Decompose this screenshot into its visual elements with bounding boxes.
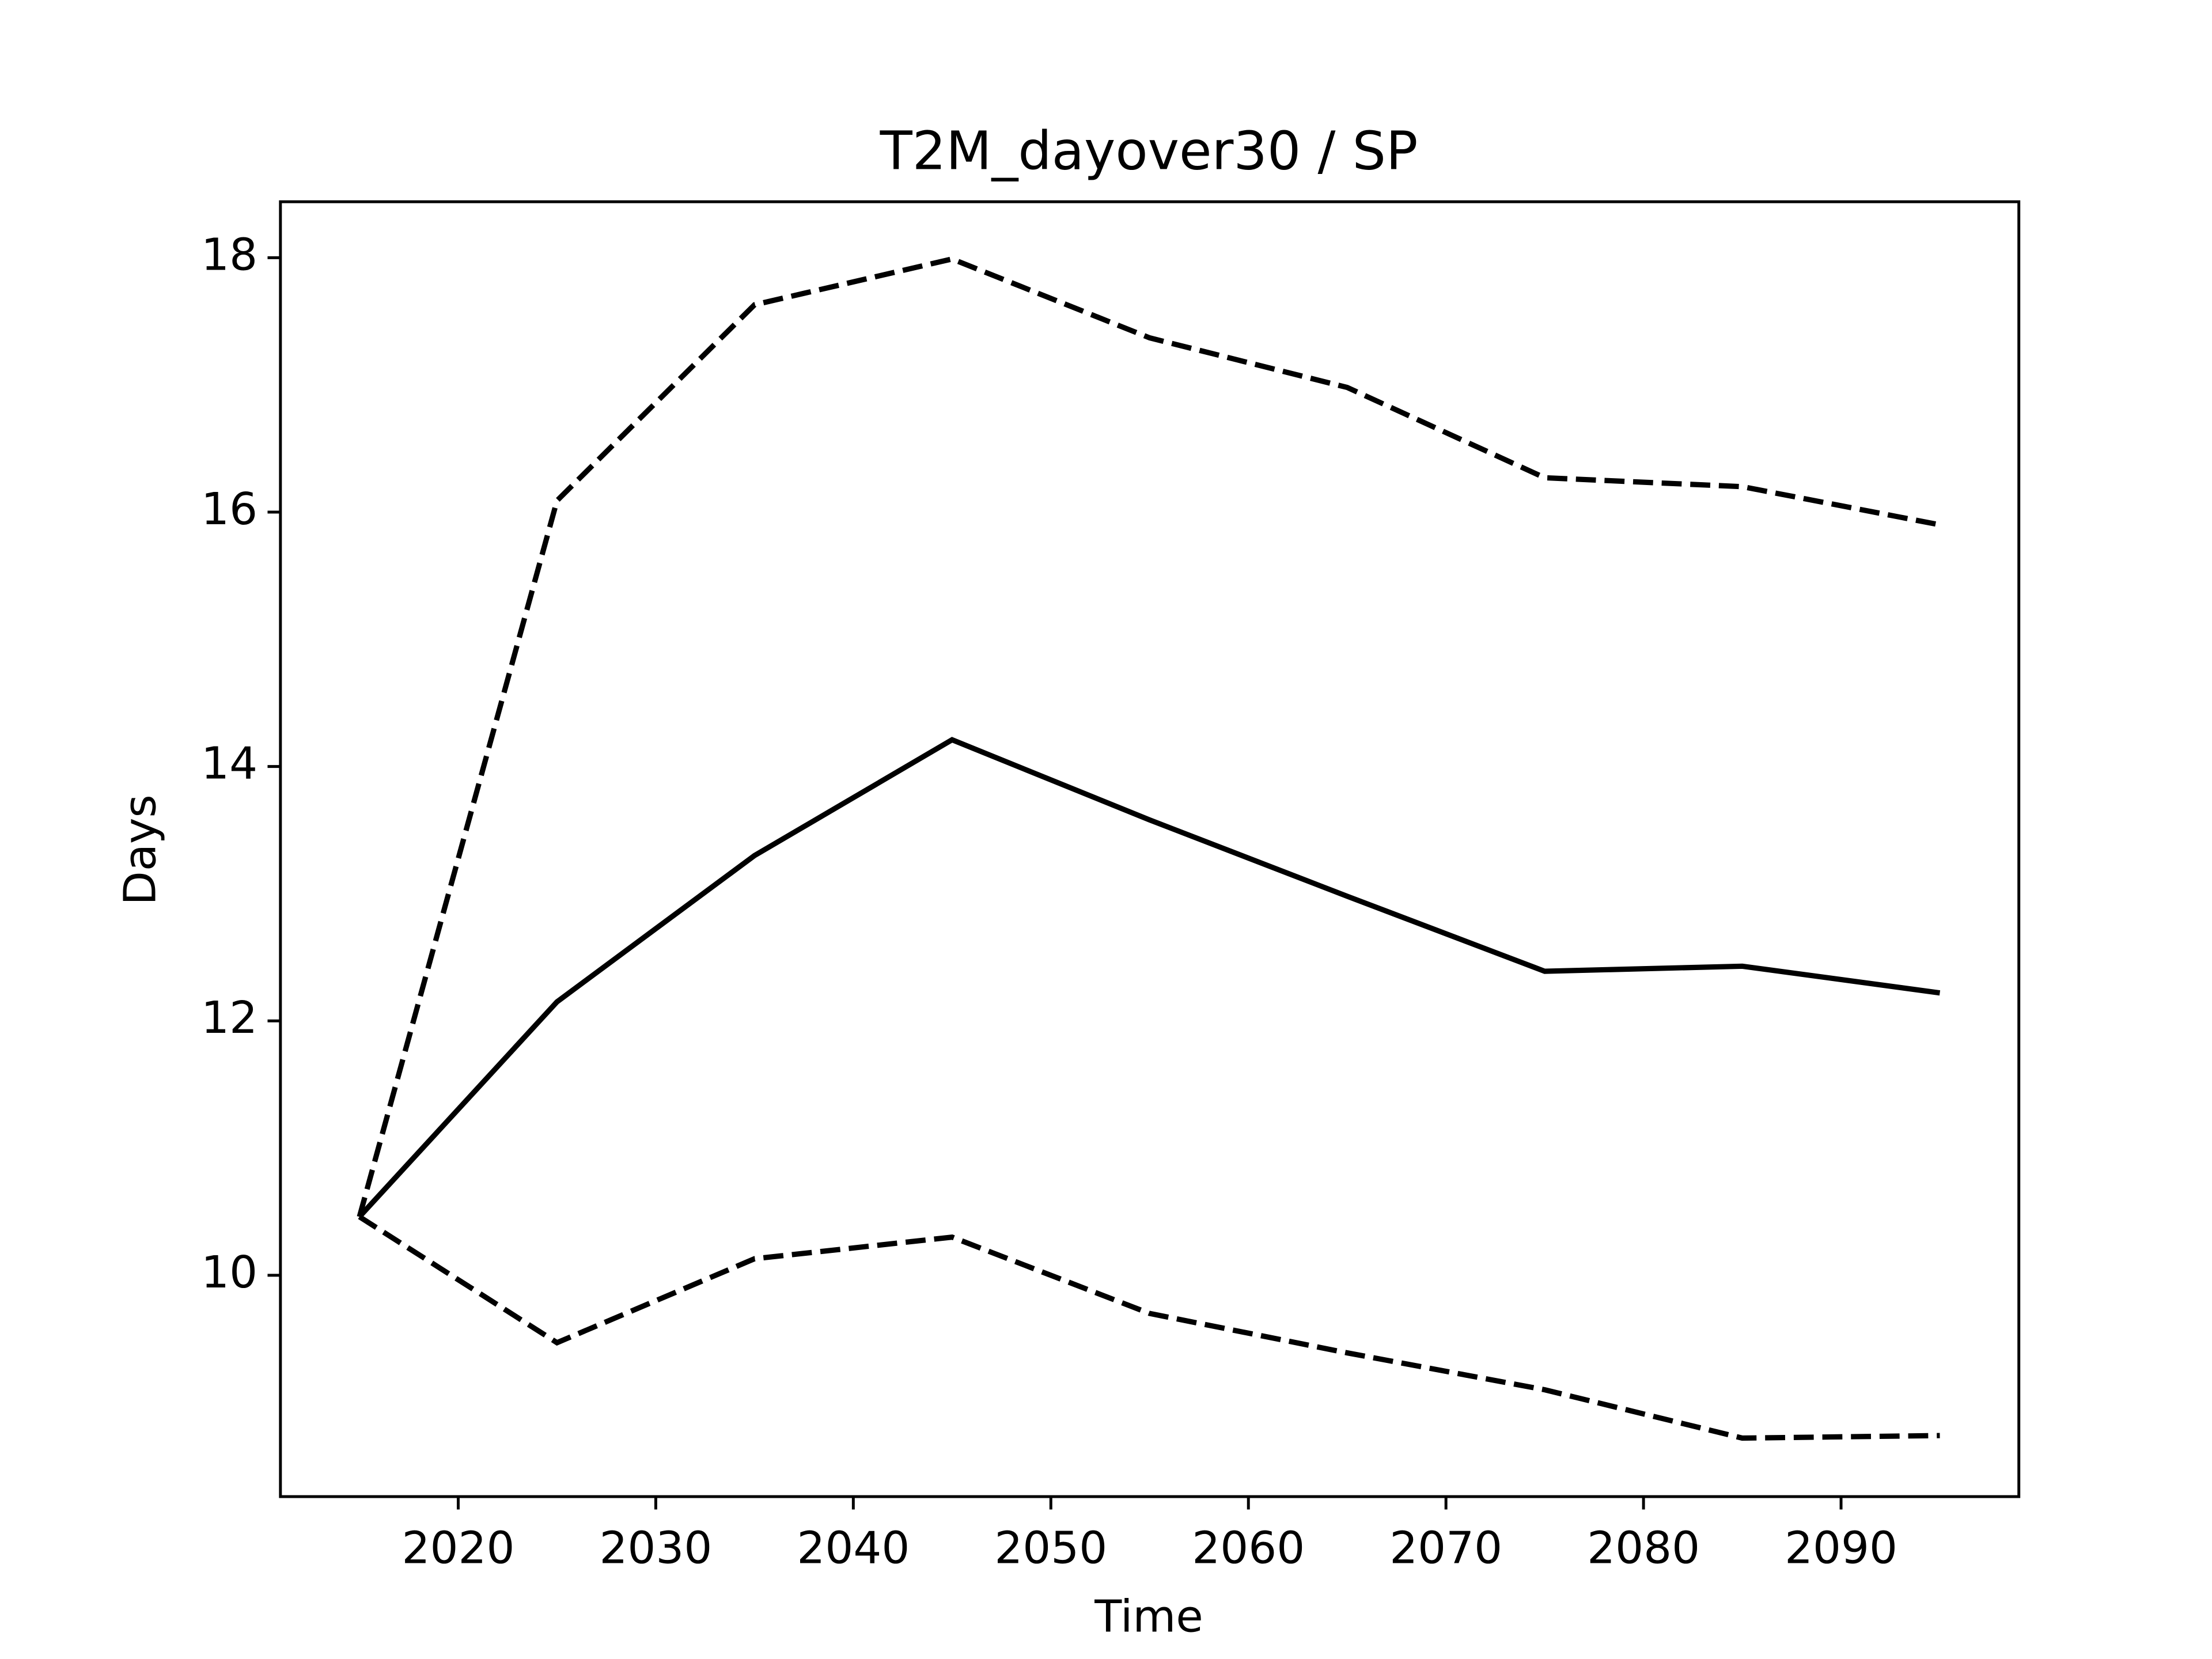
plot-frame (279, 200, 2021, 1498)
x-tick-label: 2030 (599, 1522, 712, 1574)
y-tick-label: 10 (201, 1247, 257, 1298)
y-tick-label: 14 (201, 738, 257, 790)
line-series (358, 1214, 1940, 1441)
x-tick-label: 2080 (1587, 1522, 1700, 1574)
x-tick-label: 2050 (994, 1522, 1107, 1574)
y-tick-label: 16 (201, 484, 257, 535)
line-series (357, 737, 1941, 1219)
y-axis-label: Days (115, 794, 166, 905)
x-tick-label: 2090 (1785, 1522, 1897, 1574)
chart-title: T2M_dayover30 / SP (880, 120, 1418, 182)
y-tick-label: 12 (201, 993, 257, 1044)
x-tick-label: 2070 (1389, 1522, 1502, 1574)
line-series (357, 256, 1941, 1218)
y-tick-label: 18 (201, 229, 257, 281)
x-axis-label: Time (1094, 1592, 1203, 1643)
x-tick-label: 2020 (402, 1522, 515, 1574)
x-tick-label: 2040 (797, 1522, 910, 1574)
x-tick-label: 2060 (1192, 1522, 1305, 1574)
